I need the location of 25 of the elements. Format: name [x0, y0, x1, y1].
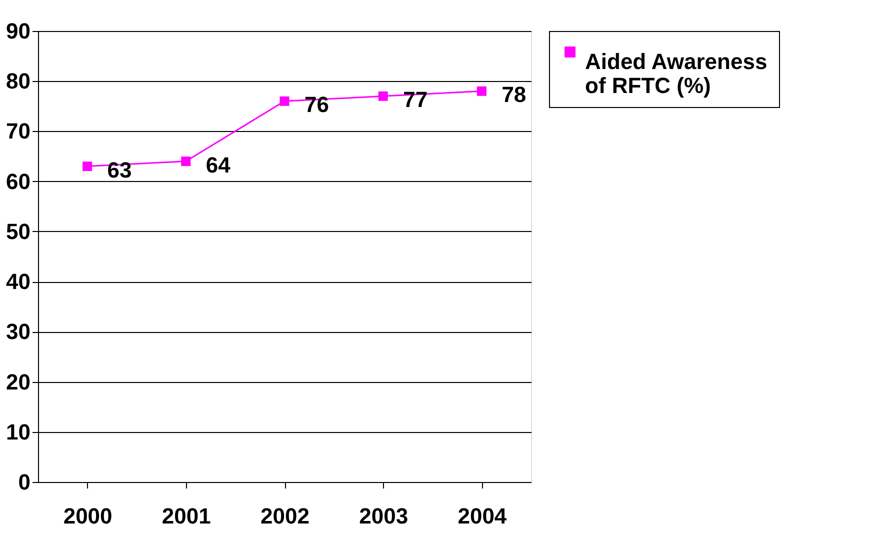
- y-tick-label: 90: [6, 18, 30, 44]
- y-tick-label: 70: [6, 118, 30, 144]
- data-label: 78: [502, 82, 526, 108]
- y-tick-label: 60: [6, 168, 30, 194]
- point: [476, 86, 486, 96]
- point: [181, 156, 191, 166]
- point: [82, 162, 92, 172]
- y-tick-label: 50: [6, 218, 30, 244]
- x-tick-label: 2003: [359, 504, 408, 528]
- data-label: 76: [304, 92, 329, 118]
- x-tick-label: 2000: [63, 504, 112, 528]
- y-tick-label: 40: [6, 269, 30, 294]
- x-tick-label: 2001: [162, 504, 211, 528]
- x-tick-label: 2004: [458, 504, 508, 528]
- data-label: 77: [403, 87, 428, 112]
- y-tick-label: 80: [6, 68, 30, 94]
- y-tick-label: 20: [6, 369, 30, 394]
- y-tick-label: 0: [18, 470, 30, 494]
- x-tick-label: 2002: [260, 504, 310, 528]
- y-tick-label: 30: [6, 319, 30, 344]
- point: [378, 91, 388, 101]
- y-tick-label: 10: [6, 419, 30, 444]
- data-label: 64: [206, 152, 232, 178]
- legend-label: Aided Awareness of RFTC (%): [585, 49, 768, 98]
- point: [280, 96, 290, 106]
